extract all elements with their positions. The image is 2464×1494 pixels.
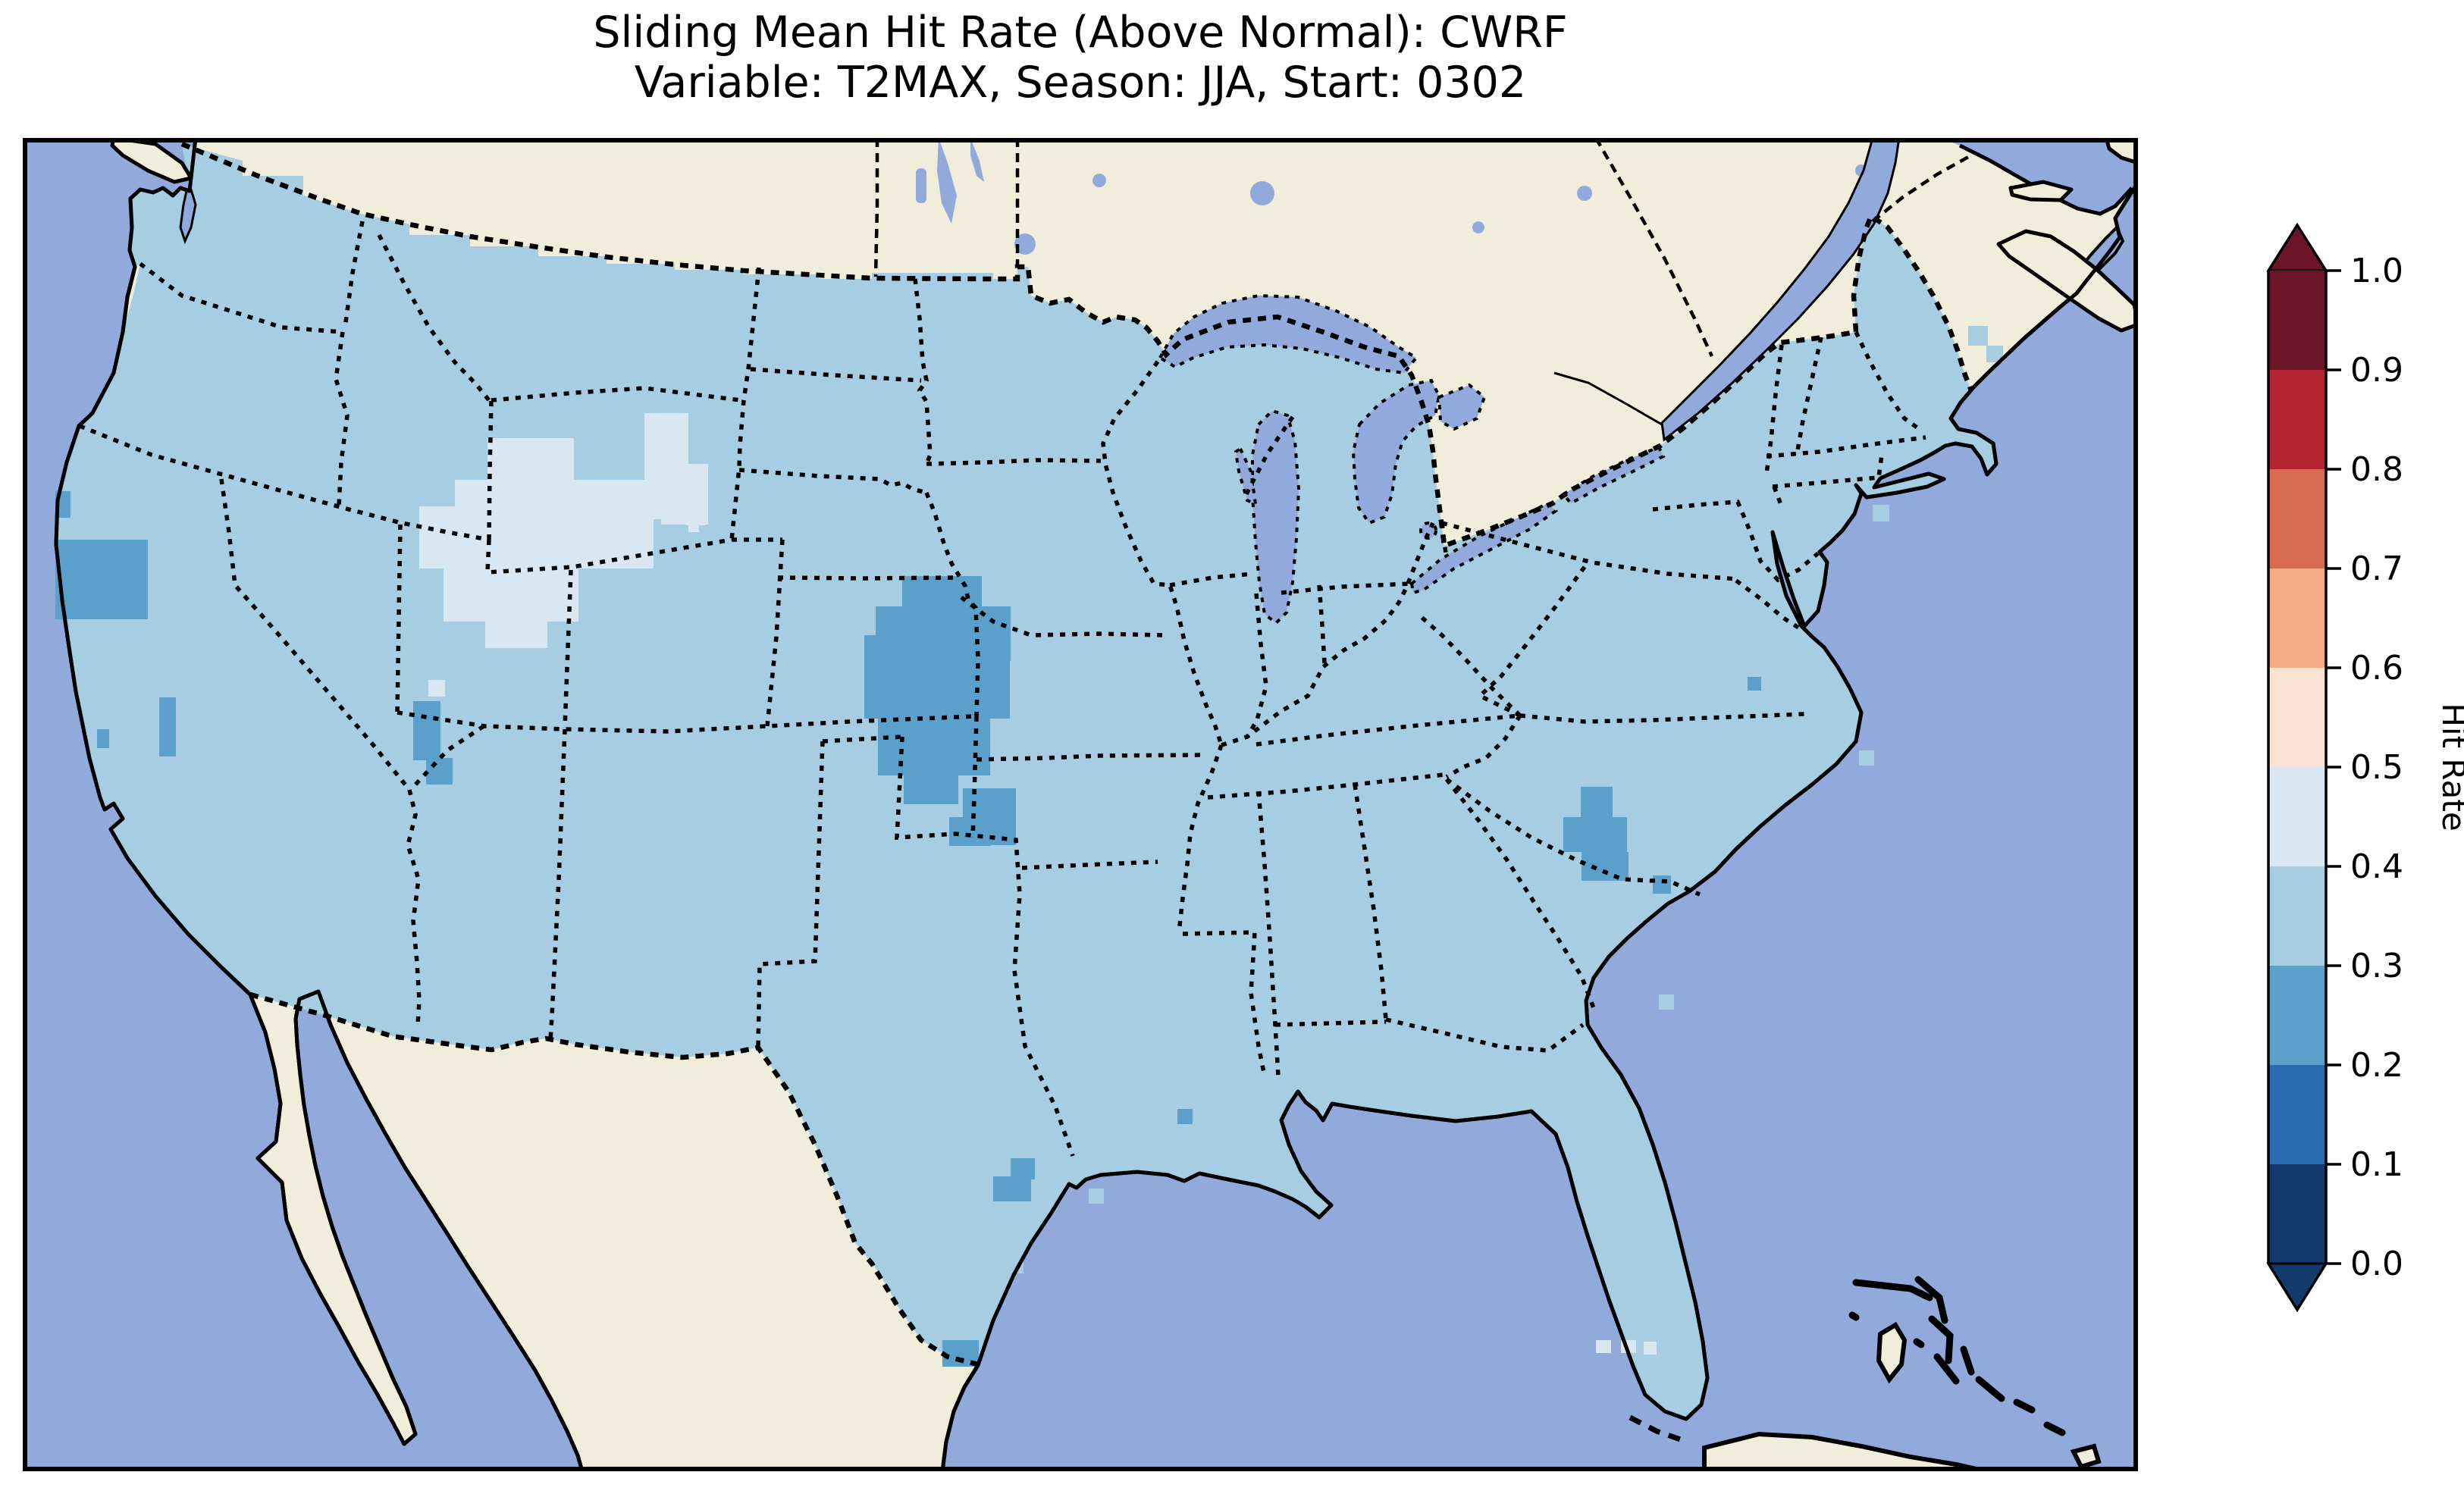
puget-sound xyxy=(179,188,197,245)
cb-tick-0.6: 0.6 xyxy=(2350,649,2403,687)
colorbar-axis-label: Hit Rate xyxy=(2435,703,2464,831)
us-mexico-border xyxy=(249,991,979,1367)
cb-tick-0.7: 0.7 xyxy=(2350,550,2403,588)
ottawa-river xyxy=(1553,371,1663,426)
map-canvas xyxy=(23,138,2138,1471)
lake-michigan xyxy=(1251,409,1301,625)
st-lawrence-river xyxy=(1660,138,1901,442)
canada-waters xyxy=(916,138,1901,442)
patch-bin-0p2-0p3 xyxy=(55,491,1761,1367)
lake-superior xyxy=(1158,293,1419,375)
cb-seg-0p2-0p3 xyxy=(2268,966,2326,1065)
nova-scotia xyxy=(1996,229,2138,333)
florida-keys xyxy=(1629,1414,1688,1445)
caribbean-islands xyxy=(1629,1276,2102,1471)
cb-tick-0.5: 0.5 xyxy=(2350,748,2403,787)
colorbar-canvas: 1.0 0.9 0.8 0.7 0.6 0.5 0.4 0.3 0.2 0.1 … xyxy=(2266,222,2464,1313)
cb-seg-0p5-0p6 xyxy=(2268,668,2326,767)
cb-tick-0.9: 0.9 xyxy=(2350,351,2403,390)
colorbar-ticks xyxy=(2326,269,2341,1265)
colorbar-panel: 1.0 0.9 0.8 0.7 0.6 0.5 0.4 0.3 0.2 0.1 … xyxy=(2229,197,2464,1342)
title-line-1: Sliding Mean Hit Rate (Above Normal): CW… xyxy=(593,8,1568,58)
colorbar-tick-labels: 1.0 0.9 0.8 0.7 0.6 0.5 0.4 0.3 0.2 0.1 … xyxy=(2350,252,2403,1283)
figure-title: Sliding Mean Hit Rate (Above Normal): CW… xyxy=(0,8,2161,108)
lake-huron xyxy=(1351,378,1441,525)
conus-hit-rate-field xyxy=(55,144,2003,1419)
province-borders xyxy=(873,138,1973,357)
offshore-data-cells xyxy=(1008,326,2003,1273)
cb-tick-0.2: 0.2 xyxy=(2350,1046,2403,1085)
andros-island xyxy=(1876,1321,1908,1384)
map-frame xyxy=(23,138,2138,1471)
cb-seg-0p4-0p5 xyxy=(2268,767,2326,866)
cb-tick-1.0: 1.0 xyxy=(2350,252,2403,290)
newfoundland-sliver xyxy=(2104,138,2138,165)
great-lakes xyxy=(1158,293,1666,625)
cuba xyxy=(1702,1431,1987,1471)
vancouver-island xyxy=(110,138,193,184)
cb-tick-0.3: 0.3 xyxy=(2350,947,2403,985)
state-borders xyxy=(78,221,1926,1157)
cb-seg-0p3-0p4 xyxy=(2268,866,2326,966)
maritime-islands xyxy=(110,138,2138,333)
cb-tick-0.1: 0.1 xyxy=(2350,1145,2403,1184)
cb-seg-0p6-0p7 xyxy=(2268,568,2326,668)
map-panel xyxy=(23,138,2138,1471)
bahamas-chain xyxy=(1848,1276,2066,1436)
prince-edward-island xyxy=(2008,180,2074,202)
lake-erie xyxy=(1409,501,1559,595)
cb-tick-0.0: 0.0 xyxy=(2350,1245,2403,1283)
cb-tick-0.8: 0.8 xyxy=(2350,450,2403,489)
cb-seg-0p1-0p2 xyxy=(2268,1065,2326,1164)
cb-seg-0p8-0p9 xyxy=(2268,370,2326,469)
turks-island xyxy=(2070,1443,2102,1470)
georgian-bay xyxy=(1437,383,1487,431)
cb-seg-0p9-1p0 xyxy=(2268,271,2326,370)
international-borders xyxy=(180,142,1974,1367)
colorbar-under-arrow xyxy=(2266,1262,2328,1312)
title-line-2: Variable: T2MAX, Season: JJA, Start: 030… xyxy=(634,58,1527,108)
green-bay xyxy=(1234,446,1258,507)
cb-tick-0.4: 0.4 xyxy=(2350,847,2403,886)
colorbar: 1.0 0.9 0.8 0.7 0.6 0.5 0.4 0.3 0.2 0.1 … xyxy=(2266,222,2464,1313)
cb-seg-0p0-0p1 xyxy=(2268,1164,2326,1264)
cb-seg-0p7-0p8 xyxy=(2268,469,2326,568)
colorbar-over-arrow xyxy=(2266,223,2328,272)
us-canada-border xyxy=(180,142,1974,550)
nb-gaspe-coast xyxy=(1958,143,2133,216)
coastline xyxy=(54,138,2138,1471)
gulf-of-st-lawrence xyxy=(1941,138,2138,214)
lake-ontario xyxy=(1560,445,1666,506)
